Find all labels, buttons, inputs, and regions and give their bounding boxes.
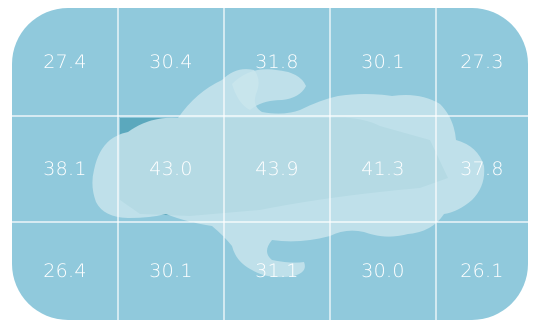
heatmap-cell-value: 31.8 [255, 51, 299, 73]
heatmap-cell-value: 26.1 [460, 260, 504, 282]
heatmap-cell-value: 27.4 [43, 51, 87, 73]
heatmap-cell-value: 37.8 [460, 158, 504, 180]
heatmap-grid [12, 8, 528, 320]
heatmap-cell-value: 26.4 [43, 260, 87, 282]
heatmap-cell-value: 27.3 [460, 51, 504, 73]
heatmap-cell-value: 38.1 [43, 158, 87, 180]
heatmap-cell-value: 30.0 [361, 260, 405, 282]
lying-body-silhouette-icon [92, 69, 485, 278]
figure-arm-shape [232, 69, 306, 110]
heatmap-cell-value: 30.1 [149, 260, 193, 282]
heatmap-cell-value: 43.0 [149, 158, 193, 180]
heatmap-cell-labels: 27.4 30.4 31.8 30.1 27.3 38.1 43.0 43.9 41.3 37.8… [43, 51, 504, 282]
heatmap-cell-value: 31.1 [255, 260, 299, 282]
heatmap-cell-value: 30.4 [149, 51, 193, 73]
heatmap-cell-value: 30.1 [361, 51, 405, 73]
heatmap-cell-value: 41.3 [361, 158, 405, 180]
heatmap-cell-value: 43.9 [255, 158, 299, 180]
